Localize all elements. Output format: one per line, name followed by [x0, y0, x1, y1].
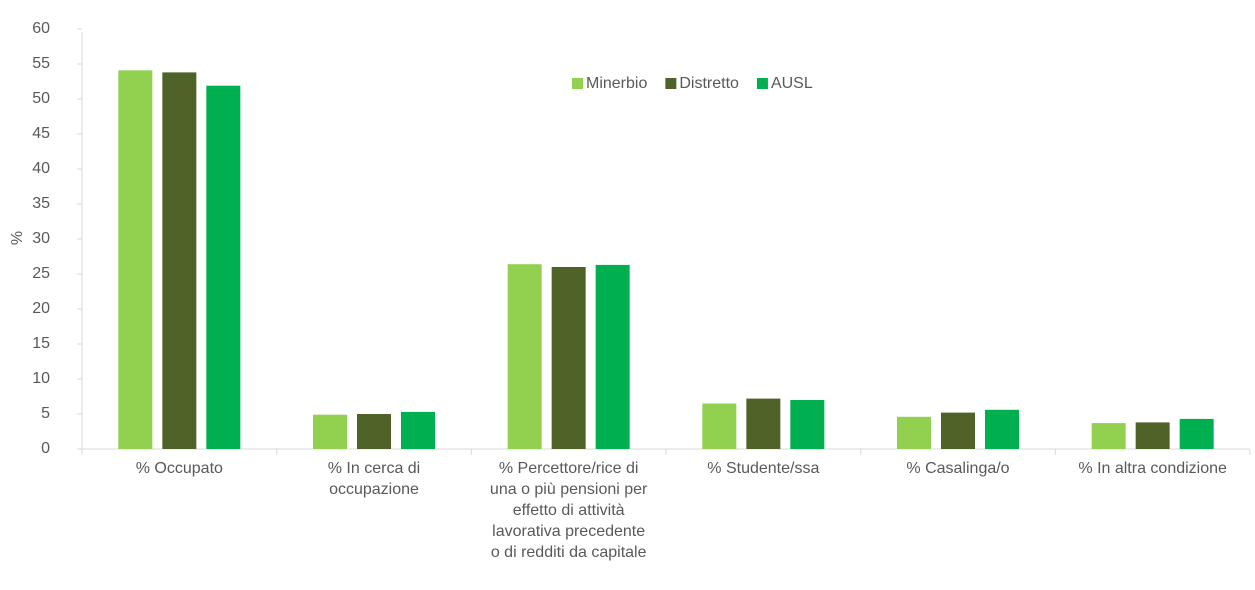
bar	[118, 70, 153, 450]
y-tick-label: 15	[32, 335, 50, 352]
legend-label: AUSL	[771, 75, 813, 92]
bar	[790, 400, 825, 449]
y-tick-label: 10	[32, 370, 50, 387]
bar	[507, 264, 542, 449]
y-tick-label: 55	[32, 55, 50, 72]
bar	[551, 267, 586, 449]
bar	[746, 398, 781, 449]
y-tick-label: 40	[32, 160, 50, 177]
bar	[1135, 422, 1170, 449]
y-tick-label: 60	[32, 20, 50, 37]
bar	[401, 411, 435, 449]
legend-swatch	[572, 78, 583, 89]
legend-swatch	[756, 78, 768, 89]
x-tick-label: % In altra condizione	[1078, 460, 1227, 477]
legend-label: Minerbio	[586, 75, 647, 92]
bar	[1179, 418, 1214, 449]
bar	[357, 414, 391, 449]
x-tick-label: % Studente/ssa	[707, 460, 820, 477]
y-tick-label: 35	[32, 195, 50, 212]
y-tick-label: 45	[32, 125, 50, 142]
y-axis-label: %	[9, 231, 26, 245]
bar	[941, 412, 975, 449]
bar	[162, 72, 197, 450]
x-tick-label: % Casalinga/o	[906, 460, 1010, 477]
bar	[1091, 423, 1126, 449]
x-tick-label: % Occupato	[135, 460, 223, 477]
y-tick-label: 20	[32, 300, 50, 317]
legend-swatch	[665, 78, 677, 89]
y-tick-label: 50	[32, 90, 50, 107]
bar	[313, 414, 347, 449]
bar	[985, 409, 1019, 449]
y-tick-label: 30	[32, 230, 50, 247]
y-tick-label: 0	[41, 440, 50, 457]
bar	[702, 403, 737, 449]
x-tick-label: % Percettore/rice di una o più pensioni …	[489, 460, 648, 561]
bar	[595, 264, 630, 449]
legend-label: Distretto	[679, 75, 739, 92]
bar	[897, 416, 931, 449]
x-tick-label: % In cerca di occupazione	[327, 460, 421, 498]
y-tick-label: 25	[32, 265, 50, 282]
y-tick-label: 5	[41, 405, 50, 422]
bar	[206, 85, 241, 449]
